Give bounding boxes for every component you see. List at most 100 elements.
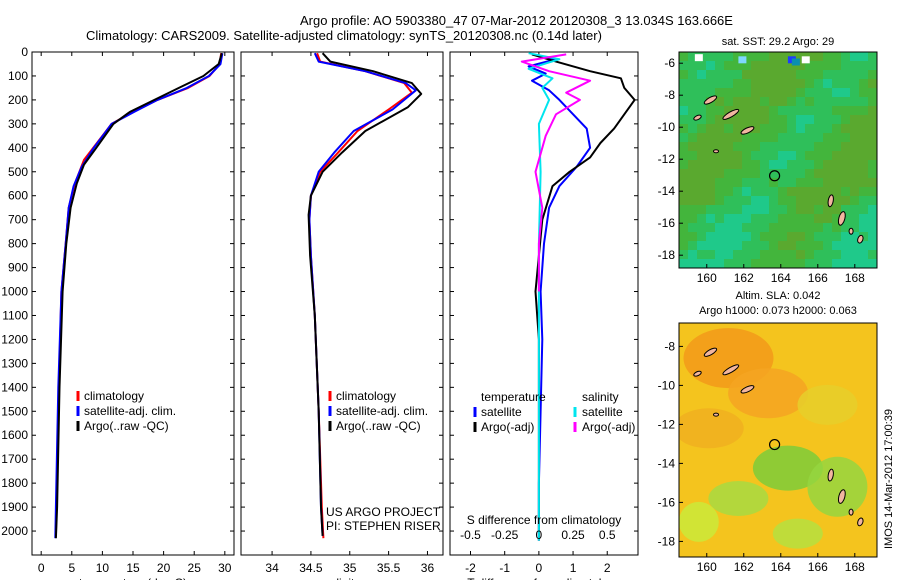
sst-cell bbox=[778, 178, 788, 188]
map-subtitle: Argo h1000: 0.073 h2000: 0.063 bbox=[699, 305, 857, 317]
sst-cell bbox=[751, 223, 761, 233]
sst-cell bbox=[805, 133, 815, 143]
sst-map-panel: 160 162 164 166 168 -6 -8 -10 -12 -14 -16 -18 sat. S… bbox=[658, 36, 878, 285]
annotation-line: PI: STEPHEN RISER bbox=[326, 519, 441, 533]
sst-cell bbox=[760, 250, 770, 260]
sst-cell bbox=[778, 250, 788, 260]
sst-cell bbox=[724, 178, 734, 188]
map-y-tick-label: -10 bbox=[658, 120, 676, 134]
sst-cell bbox=[688, 187, 698, 197]
x-top-tick-label: 0.5 bbox=[599, 528, 616, 542]
sst-cell bbox=[814, 178, 824, 188]
sst-cell bbox=[868, 196, 877, 206]
sst-cell bbox=[724, 52, 734, 62]
sst-cell bbox=[823, 124, 833, 134]
sst-cell bbox=[832, 52, 842, 62]
sst-cell bbox=[778, 151, 788, 161]
sst-cell bbox=[688, 232, 698, 242]
series-line-satellite-adj-clim- bbox=[308, 52, 417, 536]
title-line-1: Argo profile: AO 5903380_47 07-Mar-2012 … bbox=[300, 13, 733, 28]
legend-title: temperature bbox=[481, 390, 546, 404]
sst-cell bbox=[823, 160, 833, 170]
sst-cell bbox=[778, 79, 788, 89]
sst-cell bbox=[751, 133, 761, 143]
profile-panel-1: 0 5 10 15 20 25 30 temperature (deg C) 0 100 200 30… bbox=[1, 45, 235, 580]
sst-cell bbox=[715, 169, 725, 179]
x-tick-label: 1 bbox=[570, 561, 577, 575]
sst-cell bbox=[733, 160, 743, 170]
sst-cell bbox=[688, 88, 698, 98]
sst-cell bbox=[832, 160, 842, 170]
sst-cell bbox=[868, 214, 877, 224]
sst-cell bbox=[715, 178, 725, 188]
sst-cell bbox=[832, 214, 842, 224]
sst-cell bbox=[697, 214, 707, 224]
sst-cell bbox=[841, 79, 851, 89]
sst-cell bbox=[724, 223, 734, 233]
sst-cell bbox=[742, 52, 752, 62]
x-tick-label: 35 bbox=[343, 561, 357, 575]
sst-cell bbox=[724, 196, 734, 206]
sst-cell bbox=[814, 160, 824, 170]
sla-blob bbox=[807, 456, 868, 517]
sst-cell bbox=[688, 241, 698, 251]
sst-cell bbox=[850, 259, 860, 268]
sst-cell bbox=[715, 97, 725, 107]
x-tick-label: 5 bbox=[68, 561, 75, 575]
x-top-tick-label: -0.5 bbox=[460, 528, 481, 542]
sst-cell bbox=[715, 250, 725, 260]
sst-cell bbox=[751, 205, 761, 215]
sst-cell bbox=[850, 97, 860, 107]
sst-cell bbox=[706, 70, 716, 80]
sst-cell bbox=[697, 160, 707, 170]
sst-cell bbox=[778, 97, 788, 107]
sst-cell bbox=[832, 79, 842, 89]
sla-blob bbox=[797, 384, 858, 425]
sst-cell bbox=[805, 250, 815, 260]
sst-cell bbox=[859, 142, 869, 152]
sst-cell bbox=[706, 52, 716, 62]
sst-cell bbox=[688, 223, 698, 233]
sst-cell bbox=[823, 241, 833, 251]
sst-cell bbox=[796, 97, 806, 107]
sst-cell bbox=[751, 88, 761, 98]
sst-cell bbox=[868, 106, 877, 116]
sst-cell bbox=[769, 52, 779, 62]
sst-cell bbox=[769, 115, 779, 125]
x-tick-label: 0 bbox=[38, 561, 45, 575]
map-y-tick-label: -6 bbox=[664, 56, 675, 70]
sst-cell bbox=[724, 124, 734, 134]
sst-cell bbox=[688, 142, 698, 152]
sst-cell bbox=[733, 169, 743, 179]
sst-cell bbox=[733, 178, 743, 188]
y-tick-label: 2000 bbox=[1, 524, 28, 538]
sst-cell bbox=[832, 115, 842, 125]
sst-cell bbox=[697, 106, 707, 116]
sst-cell bbox=[787, 205, 797, 215]
sst-cell bbox=[733, 187, 743, 197]
sst-cell bbox=[742, 250, 752, 260]
sst-cell bbox=[859, 88, 869, 98]
sst-cell bbox=[823, 205, 833, 215]
sst-cell bbox=[841, 241, 851, 251]
sst-cell bbox=[823, 151, 833, 161]
sst-cell bbox=[679, 88, 689, 98]
y-tick-label: 900 bbox=[8, 261, 28, 275]
sst-cell bbox=[796, 79, 806, 89]
sst-cell bbox=[715, 124, 725, 134]
sst-cell bbox=[832, 97, 842, 107]
sst-cell bbox=[787, 160, 797, 170]
sst-cell bbox=[733, 223, 743, 233]
series-line-argo-adj- bbox=[531, 53, 636, 541]
map-y-tick-label: -12 bbox=[658, 417, 676, 431]
sst-cell bbox=[679, 214, 689, 224]
sst-cell bbox=[859, 106, 869, 116]
sst-cell bbox=[724, 97, 734, 107]
series-line-climatology bbox=[54, 53, 223, 536]
sst-cell bbox=[859, 79, 869, 89]
sst-cell bbox=[760, 151, 770, 161]
sst-cell bbox=[742, 196, 752, 206]
sst-cell bbox=[850, 61, 860, 71]
map-y-tick-label: -14 bbox=[658, 456, 676, 470]
sst-cell bbox=[796, 169, 806, 179]
